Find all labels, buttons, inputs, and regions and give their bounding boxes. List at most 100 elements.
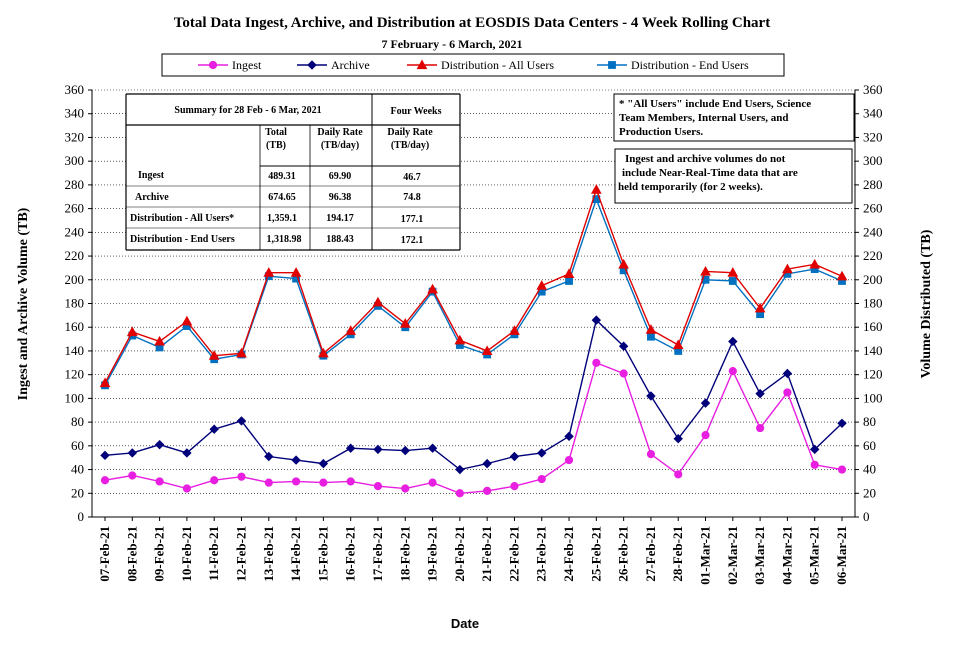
y-tick-label-right: 40: [863, 462, 876, 477]
data-point-archive: [618, 341, 629, 351]
series-line-distribution-all-users: [104, 187, 843, 384]
table-header-four-weeks: Four Weeks: [390, 106, 441, 117]
row-four: 46.7: [403, 172, 421, 183]
note-line: Team Members, Internal Users, and: [619, 112, 788, 124]
data-point-ingest: [756, 423, 765, 433]
data-point-ingest: [291, 477, 301, 486]
y-tick-label-left: 240: [65, 224, 85, 239]
y-tick-label-left: 120: [65, 367, 85, 382]
col-four-line2: (TB/day): [391, 140, 429, 151]
row-total: 489.31: [268, 171, 296, 182]
legend-marker-archive: [307, 60, 317, 70]
y-tick-label-right: 300: [863, 153, 883, 168]
data-point-archive: [482, 458, 492, 469]
legend: Ingest Archive Distribution - All Users Dis…: [161, 53, 785, 77]
data-point-ingest: [783, 388, 792, 397]
row-total: 1,318.98: [267, 234, 302, 245]
row-daily: 96.38: [329, 192, 352, 203]
note-line: held temporarily (for 2 weeks).: [618, 181, 763, 193]
y-tick-label-left: 0: [78, 509, 85, 524]
legend-marker-distribution-all-users: [416, 59, 428, 70]
y-tick-label-left: 280: [65, 177, 85, 192]
x-tick-label: 09-Feb-21: [152, 526, 167, 582]
y-tick-label-left: 360: [65, 82, 85, 97]
data-point-distribution-all-users: [590, 184, 602, 194]
y-tick-label-right: 160: [863, 319, 883, 334]
legend-label-ingest: Ingest: [232, 58, 262, 72]
data-point-ingest: [455, 489, 464, 498]
data-point-ingest: [346, 477, 355, 486]
x-tick-label: 01-Mar-21: [698, 526, 713, 585]
series-archive: [100, 315, 847, 475]
data-point-ingest: [592, 358, 601, 367]
note-line: Production Users.: [619, 126, 703, 138]
x-tick-label: 10-Feb-21: [179, 526, 194, 582]
data-point-archive: [455, 464, 465, 475]
data-point-archive: [154, 439, 165, 450]
row-total: 1,359.1: [267, 213, 297, 224]
y-tick-label-right: 340: [863, 106, 883, 121]
legend-marker-distribution-end-users: [608, 61, 616, 69]
y-tick-label-right: 60: [863, 438, 876, 453]
data-point-ingest: [128, 471, 137, 480]
data-point-distribution-all-users: [154, 335, 165, 346]
legend-label-distribution-end-users: Distribution - End Users: [631, 58, 749, 72]
data-point-ingest: [100, 476, 110, 485]
data-point-ingest: [319, 478, 328, 487]
series-distribution-all-users: [99, 184, 848, 388]
data-point-distribution-all-users: [263, 267, 275, 277]
data-point-archive: [646, 391, 656, 401]
x-tick-label: 11-Feb-21: [206, 526, 221, 581]
x-tick-label: 22-Feb-21: [506, 526, 521, 582]
x-axis-label: Date: [451, 616, 479, 631]
y-tick-label-right: 0: [863, 509, 870, 524]
data-point-distribution-all-users: [399, 318, 411, 328]
data-point-ingest: [564, 455, 574, 465]
right-y-axis: 0 20 40 60 80 100 120 140 160 180 200 220 240 260 280 3…: [854, 82, 883, 524]
y-tick-label-right: 180: [863, 296, 883, 311]
x-tick-label: 26-Feb-21: [616, 526, 631, 582]
data-point-distribution-all-users: [782, 263, 793, 274]
x-tick-label: 17-Feb-21: [370, 526, 385, 582]
data-point-distribution-end-users: [647, 332, 655, 341]
data-point-archive: [427, 443, 438, 453]
x-tick-label: 07-Feb-21: [97, 526, 112, 582]
y-tick-label-left: 140: [65, 343, 85, 358]
y-tick-label-left: 20: [71, 485, 84, 500]
y-tick-label-right: 280: [863, 177, 883, 192]
legend-label-distribution-all-users: Distribution - All Users: [441, 58, 554, 72]
note-line: include Near-Real-Time data that are: [622, 167, 798, 179]
row-label: Archive: [135, 192, 169, 203]
series-line-ingest: [104, 361, 843, 494]
data-point-ingest: [373, 482, 383, 491]
y-tick-label-left: 80: [71, 414, 84, 429]
data-point-distribution-all-users: [99, 377, 111, 388]
data-point-distribution-all-users: [345, 325, 357, 335]
x-tick-label: 18-Feb-21: [397, 526, 412, 582]
data-point-distribution-all-users: [372, 296, 384, 307]
note-box: [614, 148, 853, 204]
data-point-distribution-all-users: [427, 283, 438, 294]
x-tick-label: 28-Feb-21: [670, 526, 685, 582]
data-point-ingest: [237, 472, 246, 481]
data-point-archive: [127, 448, 138, 458]
data-point-archive: [182, 448, 192, 458]
data-point-archive: [537, 448, 547, 458]
data-point-distribution-all-users: [454, 334, 466, 345]
data-point-distribution-all-users: [126, 326, 138, 337]
data-point-distribution-all-users: [672, 339, 684, 350]
legend-marker-ingest: [208, 60, 218, 70]
col-daily-line1: Daily Rate: [317, 127, 363, 138]
data-point-distribution-all-users: [836, 270, 848, 281]
y-tick-label-left: 320: [65, 129, 85, 144]
data-point-ingest: [810, 460, 819, 469]
data-point-ingest: [646, 450, 656, 459]
y-tick-label-left: 160: [65, 319, 85, 334]
data-point-distribution-all-users: [563, 268, 575, 278]
data-point-distribution-all-users: [509, 325, 520, 335]
x-axis: 07-Feb-21 08-Feb-21 09-Feb-21 10-Feb-21 11-F…: [92, 516, 855, 585]
data-point-archive: [673, 434, 683, 444]
x-tick-label: 15-Feb-21: [315, 526, 330, 582]
note-line: * "All Users" include End Users, Science: [619, 98, 811, 110]
y-tick-label-right: 240: [863, 224, 883, 239]
